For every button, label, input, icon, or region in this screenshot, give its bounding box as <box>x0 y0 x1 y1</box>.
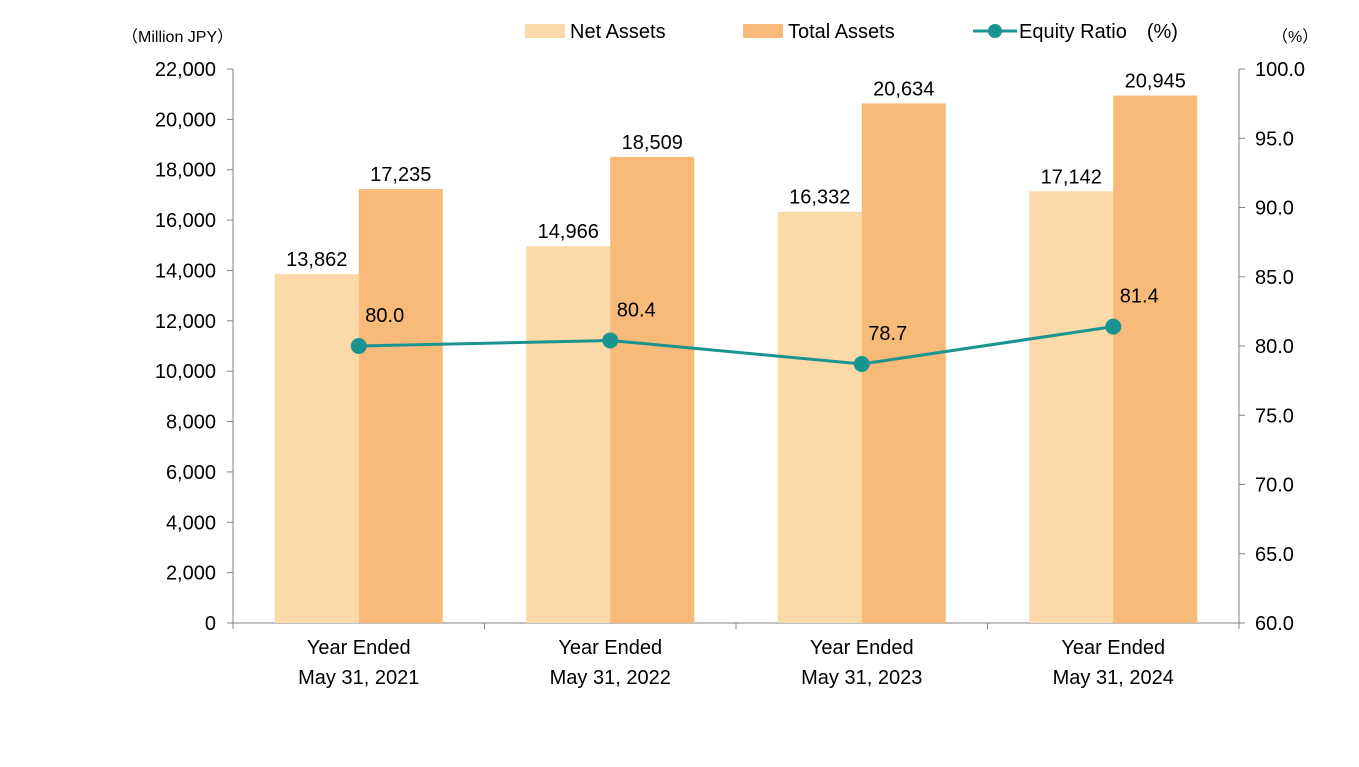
category-label: May 31, 2022 <box>550 667 671 689</box>
equity-ratio-polyline <box>358 325 1114 366</box>
right-tick-label: 85.0 <box>1255 267 1294 289</box>
net-assets-value-label: 13,862 <box>286 249 347 271</box>
category-label: Year Ended <box>810 637 914 659</box>
category-label: May 31, 2024 <box>1053 667 1174 689</box>
category-label: Year Ended <box>307 637 411 659</box>
net-assets-bar <box>1029 191 1114 624</box>
total-assets-value-label: 17,235 <box>370 164 431 186</box>
category-label: May 31, 2023 <box>801 667 922 689</box>
data-labels: 13,862 14,966 16,332 17,142 17,235 18,509 20,6… <box>286 71 1186 345</box>
right-tick-label: 80.0 <box>1255 336 1294 358</box>
equity-ratio-point <box>602 332 619 349</box>
category-label: Year Ended <box>1061 637 1165 659</box>
left-tick-label: 22,000 <box>155 59 216 81</box>
left-tick-label: 6,000 <box>166 462 216 484</box>
total-assets-bar <box>610 156 695 623</box>
equity-ratio-point <box>1105 318 1122 335</box>
left-tick-label: 16,000 <box>155 210 216 232</box>
net-assets-bar <box>777 211 862 624</box>
equity-ratio-value-label: 81.4 <box>1120 286 1159 308</box>
left-axis-unit-label: （Million JPY） <box>122 28 233 46</box>
equity-ratio-value-label: 80.4 <box>617 299 656 321</box>
legend-swatch <box>743 24 783 38</box>
equity-ratio-value-label: 80.0 <box>365 305 404 327</box>
equity-ratio-point <box>350 338 367 354</box>
category-label: May 31, 2021 <box>298 667 419 689</box>
left-tick-label: 0 <box>205 613 216 635</box>
total-assets-value-label: 18,509 <box>622 132 683 154</box>
left-tick-label: 20,000 <box>155 109 216 131</box>
right-tick-label: 95.0 <box>1255 128 1294 150</box>
axes: 0 2,000 4,000 6,000 8,000 10,000 12,000 14,000 1… <box>155 59 1305 689</box>
legend-label: Total Assets <box>788 21 895 43</box>
net-assets-value-label: 16,332 <box>789 187 850 209</box>
left-tick-label: 12,000 <box>155 311 216 333</box>
net-assets-value-label: 17,142 <box>1041 166 1102 188</box>
total-assets-value-label: 20,634 <box>873 78 934 100</box>
left-tick-label: 14,000 <box>155 260 216 282</box>
legend-marker <box>988 24 1002 38</box>
category-label: Year Ended <box>558 637 662 659</box>
equity-ratio-value-label: 78.7 <box>868 323 907 345</box>
right-tick-label: 70.0 <box>1255 475 1294 497</box>
legend-label: Net Assets <box>570 21 666 43</box>
total-assets-bar <box>358 188 443 623</box>
right-tick-label: 90.0 <box>1255 198 1294 220</box>
equity-ratio-line <box>350 318 1122 373</box>
right-tick-label: 100.0 <box>1255 59 1305 81</box>
legend: Net Assets Total Assets Equity Ratio (%) <box>525 21 1178 43</box>
left-tick-label: 18,000 <box>155 160 216 182</box>
left-tick-label: 8,000 <box>166 412 216 434</box>
left-tick-label: 10,000 <box>155 361 216 383</box>
net-assets-bar <box>274 273 359 623</box>
right-tick-label: 75.0 <box>1255 405 1294 427</box>
total-assets-bar <box>1113 95 1198 623</box>
left-tick-label: 4,000 <box>166 512 216 534</box>
right-tick-label: 65.0 <box>1255 544 1294 566</box>
left-tick-label: 2,000 <box>166 563 216 585</box>
right-tick-label: 60.0 <box>1255 613 1294 635</box>
legend-swatch <box>525 24 565 38</box>
right-axis-unit-label: （%） <box>1272 28 1318 46</box>
net-assets-bar <box>526 246 611 623</box>
equity-ratio-point <box>853 356 870 373</box>
total-assets-value-label: 20,945 <box>1125 71 1186 93</box>
legend-label: Equity Ratio (%) <box>1019 21 1178 43</box>
net-assets-value-label: 14,966 <box>538 221 599 243</box>
